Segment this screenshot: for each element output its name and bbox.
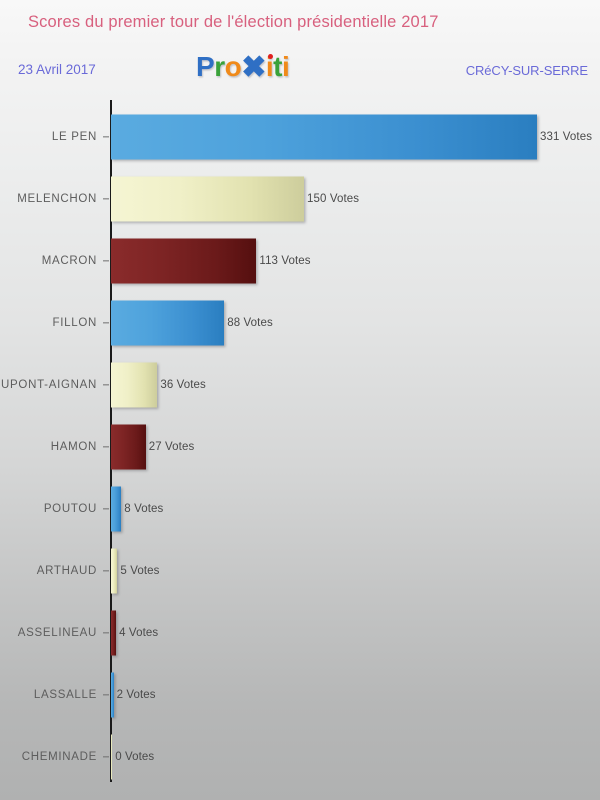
- axis-tick: [103, 446, 109, 448]
- vote-bar[interactable]: [111, 610, 117, 656]
- logo-letter-x: ✖: [241, 51, 266, 84]
- vote-count-label: 331 Votes: [540, 131, 593, 143]
- vote-count-label: 0 Votes: [115, 751, 155, 763]
- vote-count-label: 113 Votes: [259, 255, 311, 267]
- chart-row: FILLON 88 Votes: [0, 292, 600, 354]
- logo-letter-i2: i: [281, 51, 290, 82]
- vote-bar[interactable]: [111, 486, 122, 532]
- vote-count-label: 36 Votes: [160, 379, 206, 391]
- vote-bar[interactable]: [111, 176, 305, 222]
- axis-tick: [103, 694, 109, 696]
- candidate-label: POUTOU: [43, 503, 97, 515]
- axis-tick: [103, 136, 109, 138]
- candidate-label: DUPONT-AIGNAN: [0, 379, 97, 391]
- candidate-label: ASSELINEAU: [17, 627, 97, 639]
- vote-count-label: 150 Votes: [307, 193, 360, 205]
- candidate-label: CHEMINADE: [21, 751, 97, 763]
- chart-row: LASSALLE 2 Votes: [0, 664, 600, 726]
- axis-tick: [103, 756, 109, 758]
- vote-bar[interactable]: [111, 114, 537, 160]
- axis-tick: [103, 198, 109, 200]
- axis-tick: [103, 260, 109, 262]
- election-date: 23 Avril 2017: [18, 62, 96, 77]
- candidate-label: MACRON: [41, 255, 97, 267]
- axis-tick: [103, 384, 109, 386]
- axis-tick: [103, 632, 109, 634]
- axis-tick: [103, 570, 109, 572]
- candidate-label: FILLON: [52, 317, 97, 329]
- axis-tick: [103, 508, 109, 510]
- candidate-label: LE PEN: [51, 131, 97, 143]
- vote-bar[interactable]: [111, 424, 146, 470]
- chart-row: MELENCHON 150 Votes: [0, 168, 600, 230]
- vote-count-label: 27 Votes: [148, 441, 195, 453]
- vote-count-label: 8 Votes: [124, 503, 164, 515]
- candidate-label: ARTHAUD: [36, 565, 97, 577]
- axis-tick: [103, 322, 109, 324]
- chart-row: HAMON 27 Votes: [0, 416, 600, 478]
- vote-bar[interactable]: [111, 548, 118, 594]
- vote-count-label: 5 Votes: [120, 565, 160, 577]
- chart-row: POUTOU 8 Votes: [0, 478, 600, 540]
- vote-bar[interactable]: [111, 300, 225, 346]
- candidate-label: MELENCHON: [17, 193, 97, 205]
- logo-letter-p: P: [196, 51, 215, 82]
- vote-bar[interactable]: [111, 238, 257, 284]
- candidate-label: LASSALLE: [33, 689, 97, 701]
- candidate-label: HAMON: [50, 441, 97, 453]
- logo-letter-r: r: [214, 51, 225, 82]
- vote-bar[interactable]: [111, 672, 114, 718]
- votes-bar-chart: LE PEN 331 Votes MELENCHON 150 Votes MACRON 1…: [0, 98, 600, 788]
- commune-name: CRéCY-SUR-SERRE: [465, 63, 588, 78]
- chart-row: MACRON 113 Votes: [0, 230, 600, 292]
- vote-bar[interactable]: [111, 734, 113, 780]
- logo-letter-t: t: [273, 51, 282, 82]
- chart-row: CHEMINADE 0 Votes: [0, 726, 600, 788]
- vote-count-label: 2 Votes: [116, 689, 156, 701]
- proxiti-logo[interactable]: Pro✖iti: [196, 51, 290, 84]
- vote-bar[interactable]: [111, 362, 158, 408]
- chart-row: ASSELINEAU 4 Votes: [0, 602, 600, 664]
- chart-row: DUPONT-AIGNAN 36 Votes: [0, 354, 600, 416]
- vote-count-label: 4 Votes: [119, 627, 159, 639]
- chart-row: ARTHAUD 5 Votes: [0, 540, 600, 602]
- chart-row: LE PEN 331 Votes: [0, 106, 600, 168]
- page-title: Scores du premier tour de l'élection pré…: [28, 13, 439, 31]
- vote-count-label: 88 Votes: [227, 317, 273, 329]
- logo-letter-o: o: [224, 51, 242, 82]
- logo-letter-i1: i: [265, 51, 274, 82]
- chart-axis-line: [110, 100, 112, 782]
